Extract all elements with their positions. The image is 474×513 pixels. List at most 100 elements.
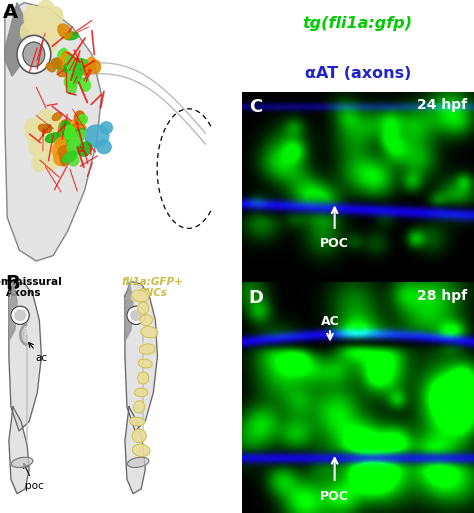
Ellipse shape [71,58,80,69]
Ellipse shape [64,125,75,139]
Ellipse shape [64,63,70,72]
Text: C: C [249,98,262,116]
Ellipse shape [52,112,62,121]
Text: D: D [249,289,264,307]
Ellipse shape [80,78,91,91]
Ellipse shape [129,417,145,426]
Ellipse shape [140,314,153,326]
Ellipse shape [56,132,68,149]
Ellipse shape [100,122,112,134]
Circle shape [23,42,45,67]
Ellipse shape [141,327,158,338]
Ellipse shape [46,63,55,72]
Ellipse shape [138,359,152,368]
Circle shape [131,310,141,321]
Ellipse shape [58,120,71,135]
Polygon shape [9,282,17,340]
Text: poc: poc [24,464,44,491]
Text: 28 hpf: 28 hpf [417,289,467,303]
Ellipse shape [70,123,80,135]
Ellipse shape [135,388,148,397]
Ellipse shape [132,444,150,457]
Text: Commissural
Axons: Commissural Axons [0,277,62,299]
Ellipse shape [46,133,60,143]
Ellipse shape [29,137,44,156]
Ellipse shape [64,32,78,40]
Ellipse shape [68,140,79,156]
Ellipse shape [25,119,43,143]
Ellipse shape [62,61,74,70]
Text: AC: AC [320,315,339,328]
Ellipse shape [132,429,146,443]
Ellipse shape [48,7,63,26]
Polygon shape [125,282,157,431]
Circle shape [127,306,146,324]
Ellipse shape [73,64,81,73]
Ellipse shape [57,68,70,76]
Polygon shape [5,3,29,76]
Ellipse shape [24,6,44,32]
Ellipse shape [57,48,66,60]
Ellipse shape [11,457,33,467]
Ellipse shape [78,142,92,156]
Ellipse shape [75,121,86,135]
Polygon shape [9,282,41,431]
Ellipse shape [66,54,75,69]
Ellipse shape [71,62,83,78]
Circle shape [11,306,29,324]
Ellipse shape [37,0,55,22]
Ellipse shape [71,137,79,149]
Text: tg(fli1a:gfp): tg(fli1a:gfp) [303,15,413,31]
Ellipse shape [68,63,82,76]
Ellipse shape [70,67,82,77]
Ellipse shape [36,109,55,135]
Ellipse shape [68,154,79,166]
Ellipse shape [74,111,85,125]
Ellipse shape [73,58,88,66]
Ellipse shape [66,80,77,94]
Ellipse shape [71,129,84,140]
Text: ac: ac [29,343,47,363]
Ellipse shape [71,64,83,77]
Ellipse shape [46,19,61,40]
Ellipse shape [63,133,74,143]
Ellipse shape [20,22,37,44]
Text: POC: POC [320,490,349,503]
Ellipse shape [79,115,87,124]
Ellipse shape [97,140,111,153]
Ellipse shape [128,457,149,467]
Ellipse shape [47,120,64,142]
Ellipse shape [29,36,44,56]
Text: POC: POC [320,236,349,250]
Ellipse shape [75,62,84,74]
Ellipse shape [58,24,72,39]
Ellipse shape [32,154,46,172]
Text: B: B [5,274,19,293]
Ellipse shape [63,126,75,136]
Ellipse shape [71,72,82,83]
Ellipse shape [65,72,78,88]
Ellipse shape [67,141,80,156]
Ellipse shape [85,57,96,72]
Polygon shape [125,407,145,494]
Ellipse shape [74,130,85,143]
Ellipse shape [137,302,149,314]
Ellipse shape [43,124,52,132]
Ellipse shape [43,150,59,171]
Text: fli1a:GFP+
CNCs: fli1a:GFP+ CNCs [121,277,183,299]
Ellipse shape [90,60,100,73]
Ellipse shape [68,120,78,130]
Ellipse shape [53,142,64,158]
Ellipse shape [131,290,149,302]
Ellipse shape [61,121,71,136]
Ellipse shape [62,51,74,66]
Ellipse shape [40,33,57,54]
Ellipse shape [60,149,67,166]
Polygon shape [125,282,133,340]
Ellipse shape [82,64,92,75]
Text: αAT (axons): αAT (axons) [305,66,411,82]
Circle shape [17,35,51,73]
Ellipse shape [52,59,64,69]
Polygon shape [9,407,29,494]
Ellipse shape [63,57,73,69]
